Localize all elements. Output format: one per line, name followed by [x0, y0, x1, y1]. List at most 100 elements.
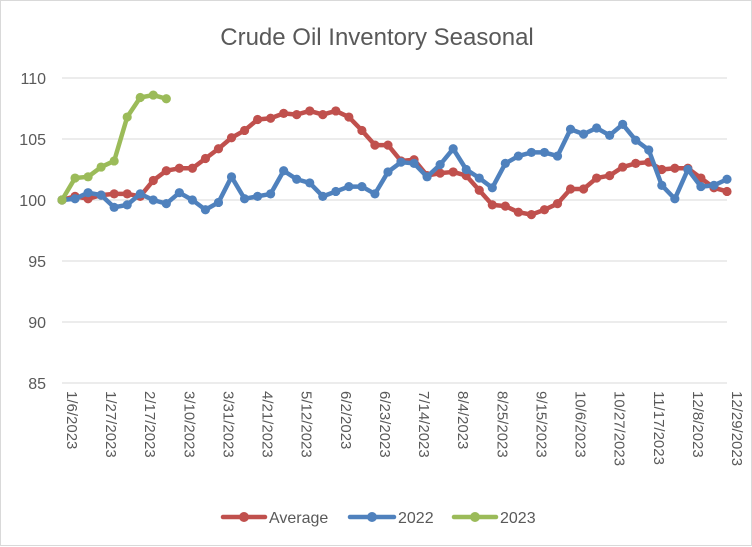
data-point — [383, 167, 393, 177]
data-point — [161, 199, 171, 209]
data-point — [513, 151, 523, 161]
data-point — [657, 164, 667, 175]
data-point — [592, 173, 602, 183]
data-point — [422, 172, 432, 182]
data-point — [409, 158, 419, 168]
x-tick-label: 2/17/2023 — [141, 391, 158, 458]
data-point — [526, 147, 537, 158]
y-tick-label: 90 — [28, 315, 46, 332]
legend-marker — [367, 512, 377, 522]
data-point — [370, 140, 380, 150]
x-tick-label: 12/8/2023 — [689, 391, 706, 458]
data-point — [605, 171, 615, 181]
data-point — [200, 205, 211, 215]
data-point — [213, 144, 224, 154]
data-point — [57, 195, 67, 205]
data-point — [513, 207, 523, 217]
data-point — [344, 181, 354, 192]
data-point — [578, 184, 589, 194]
gridlines — [62, 77, 727, 384]
x-tick-label: 8/4/2023 — [454, 391, 471, 449]
data-point — [500, 201, 510, 211]
data-point — [318, 110, 328, 120]
data-point — [96, 162, 106, 172]
data-point — [161, 166, 171, 176]
data-point — [474, 173, 484, 183]
data-point — [292, 174, 302, 184]
data-point — [357, 125, 367, 136]
data-point — [109, 156, 119, 166]
series-line — [59, 108, 730, 217]
data-point — [318, 191, 328, 201]
data-point — [448, 144, 458, 154]
data-point — [70, 173, 80, 183]
x-tick-label: 9/15/2023 — [532, 391, 549, 458]
data-point — [487, 200, 497, 210]
x-tick-label: 8/25/2023 — [493, 391, 510, 458]
data-point — [370, 189, 380, 199]
data-point — [122, 112, 132, 122]
data-point — [526, 210, 537, 220]
x-tick-label: 6/2/2023 — [337, 391, 354, 449]
data-point — [683, 164, 693, 175]
x-tick-label: 1/6/2023 — [63, 391, 80, 449]
data-point — [357, 181, 367, 192]
data-point — [83, 188, 93, 198]
data-point — [200, 153, 211, 164]
data-point — [578, 129, 589, 139]
data-point — [539, 205, 550, 215]
data-point — [96, 190, 106, 200]
data-point — [331, 186, 341, 197]
legend-label: Average — [269, 510, 328, 527]
series-2022 — [57, 119, 732, 215]
data-point — [239, 194, 250, 204]
data-point — [539, 147, 550, 158]
data-point — [266, 113, 276, 123]
data-point — [396, 157, 406, 167]
y-tick-label: 85 — [28, 376, 46, 393]
data-point — [331, 106, 341, 116]
data-point — [344, 112, 354, 122]
data-point — [631, 135, 641, 145]
data-point — [109, 189, 119, 199]
data-point — [187, 163, 197, 173]
data-point — [109, 202, 119, 212]
data-point — [226, 133, 237, 143]
data-point — [487, 183, 497, 193]
data-point — [552, 151, 563, 161]
y-tick-label: 105 — [19, 132, 46, 149]
data-point — [605, 130, 615, 140]
data-point — [122, 200, 132, 210]
x-tick-label: 1/27/2023 — [102, 391, 119, 458]
data-point — [552, 199, 563, 209]
data-point — [618, 162, 628, 172]
legend-label: 2023 — [500, 510, 536, 527]
x-tick-label: 6/23/2023 — [376, 391, 393, 458]
data-point — [722, 186, 732, 197]
y-tick-label: 100 — [19, 193, 46, 210]
data-point — [135, 92, 145, 103]
data-point — [174, 188, 184, 198]
data-point — [435, 160, 445, 170]
data-point — [448, 167, 458, 177]
data-point — [187, 195, 197, 205]
data-point — [148, 195, 158, 205]
data-point — [565, 184, 576, 194]
x-tick-label: 10/6/2023 — [572, 391, 589, 458]
data-point — [709, 180, 719, 190]
data-point — [252, 114, 263, 125]
data-point — [696, 181, 706, 192]
legend-item-2023: 2023 — [451, 510, 536, 527]
y-tick-label: 95 — [28, 254, 46, 271]
data-point — [239, 125, 250, 136]
legend-item-2022: 2022 — [347, 510, 434, 527]
data-point — [565, 124, 576, 134]
legend-item-average: Average — [220, 510, 328, 527]
data-point — [305, 106, 315, 116]
series-line — [59, 122, 730, 213]
data-point — [122, 189, 132, 199]
data-point — [383, 140, 393, 150]
data-point — [252, 191, 263, 201]
data-point — [148, 175, 158, 186]
